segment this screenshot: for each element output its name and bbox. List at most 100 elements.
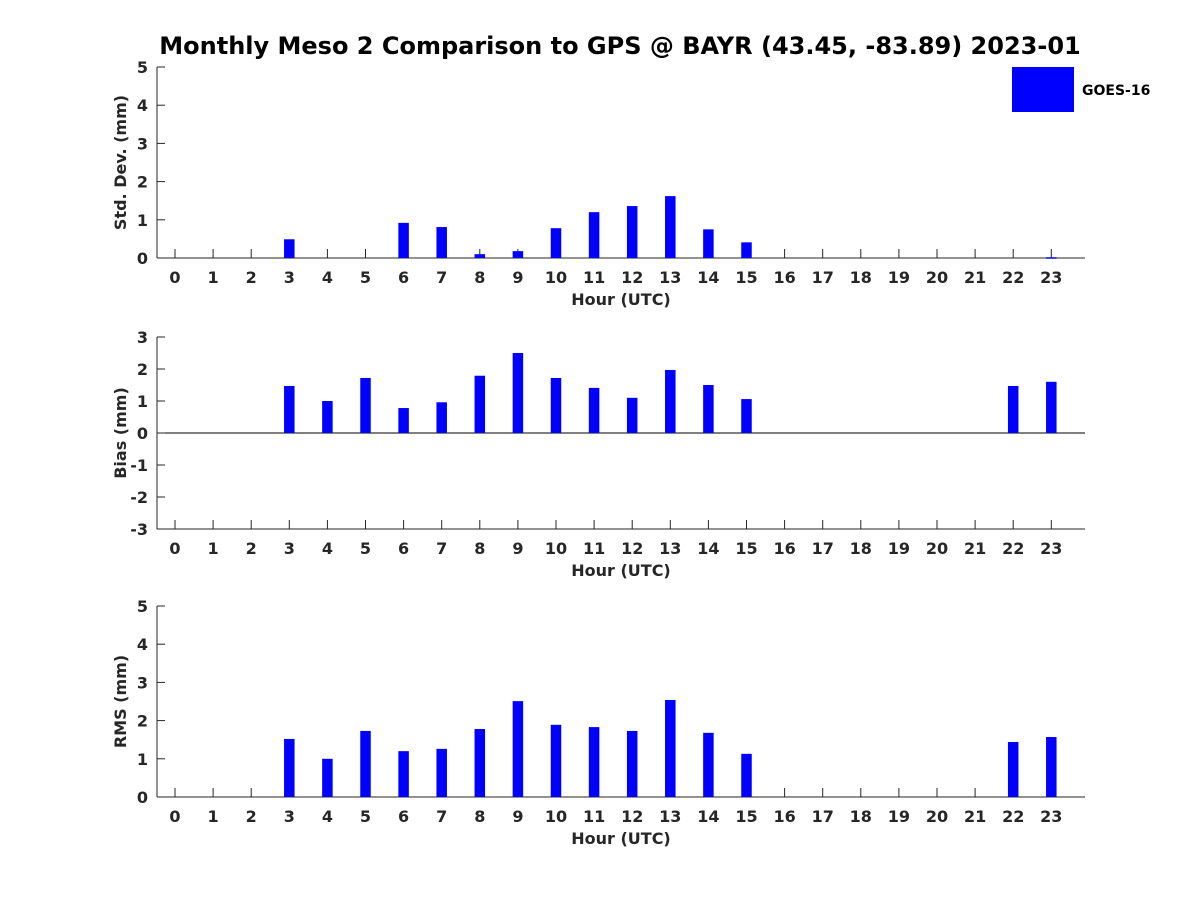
x-tick-label: 5 [360,539,371,558]
bar-hour-13 [665,369,676,433]
bar-hour-13 [665,196,676,258]
bar-hour-23 [1046,737,1057,797]
x-tick-label: 5 [360,807,371,826]
y-tick-label: 3 [137,673,148,692]
bar-hour-11 [588,727,600,797]
legend-label-goes-16: GOES-16 [1082,83,1150,99]
bar-hour-11 [588,212,600,258]
x-tick-label: 12 [621,539,643,558]
bar-hour-6 [398,222,409,258]
bar-hour-12 [626,730,638,797]
bar-hour-9 [512,251,524,258]
bar-hour-23 [1046,257,1057,259]
y-tick-label: -1 [130,456,148,475]
x-tick-label: 11 [583,807,605,826]
bar-hour-5 [360,377,371,433]
x-tick-label: 18 [850,807,872,826]
y-tick-label: 4 [137,635,148,654]
bar-hour-8 [474,375,486,433]
x-axis-label: Hour (UTC) [571,290,671,309]
x-tick-label: 3 [284,539,295,558]
x-tick-label: 17 [812,807,834,826]
x-tick-label: 3 [284,807,295,826]
x-tick-label: 13 [659,539,681,558]
bar-hour-15 [741,399,752,433]
x-tick-label: 20 [926,268,948,287]
y-tick-label: 1 [137,211,148,230]
y-axis-label: RMS (mm) [111,655,130,748]
x-tick-label: 22 [1002,539,1024,558]
y-tick-label: 2 [137,712,148,731]
y-tick-label: -3 [130,520,148,539]
bar-hour-3 [284,385,295,433]
bar-hour-9 [512,353,524,433]
bar-hour-8 [474,254,486,258]
legend: GOES-16 [1012,67,1150,112]
x-tick-label: 21 [964,539,986,558]
y-tick-label: 0 [137,249,148,268]
x-tick-label: 3 [284,268,295,287]
x-tick-label: 8 [474,268,485,287]
x-tick-label: 6 [398,807,409,826]
x-tick-label: 7 [436,268,447,287]
bar-hour-6 [398,408,409,433]
x-tick-label: 17 [812,268,834,287]
y-tick-label: 5 [137,58,148,77]
x-tick-label: 16 [773,268,795,287]
bar-hour-9 [512,701,524,797]
x-tick-label: 19 [888,539,910,558]
y-tick-label: 2 [137,360,148,379]
x-tick-label: 1 [208,539,219,558]
x-tick-label: 2 [246,539,257,558]
bar-hour-4 [322,401,333,433]
x-tick-label: 16 [773,539,795,558]
x-tick-label: 21 [964,268,986,287]
x-tick-label: 19 [888,807,910,826]
x-tick-label: 9 [512,268,523,287]
x-tick-label: 6 [398,268,409,287]
bar-hour-14 [703,229,714,258]
x-tick-label: 23 [1040,807,1062,826]
y-tick-label: 3 [137,328,148,347]
x-tick-label: 15 [735,807,757,826]
x-tick-label: 2 [246,268,257,287]
y-axis-label: Std. Dev. (mm) [111,95,130,230]
x-tick-label: 23 [1040,268,1062,287]
x-tick-label: 21 [964,807,986,826]
x-tick-label: 2 [246,807,257,826]
bar-hour-10 [550,377,562,433]
bar-hour-23 [1046,381,1057,433]
x-tick-label: 12 [621,268,643,287]
bar-hour-6 [398,751,409,797]
x-tick-label: 13 [659,268,681,287]
x-tick-label: 20 [926,807,948,826]
x-tick-label: 18 [850,268,872,287]
bar-hour-5 [360,730,371,797]
bar-hour-12 [626,206,638,258]
bar-hour-22 [1007,741,1019,797]
x-tick-label: 7 [436,807,447,826]
x-tick-label: 7 [436,539,447,558]
x-tick-label: 14 [697,268,719,287]
x-tick-label: 18 [850,539,872,558]
bar-hour-4 [322,758,333,797]
bar-hour-7 [436,402,447,433]
x-tick-label: 8 [474,807,485,826]
bar-hour-11 [588,387,600,433]
bar-hour-15 [741,753,752,797]
bar-hour-13 [665,699,676,797]
x-tick-label: 23 [1040,539,1062,558]
x-tick-label: 20 [926,539,948,558]
y-tick-label: 3 [137,134,148,153]
x-axis-label: Hour (UTC) [571,561,671,580]
y-tick-label: 2 [137,173,148,192]
bar-hour-10 [550,228,562,258]
x-tick-label: 19 [888,268,910,287]
bar-hour-12 [626,397,638,433]
bar-hour-10 [550,724,562,797]
